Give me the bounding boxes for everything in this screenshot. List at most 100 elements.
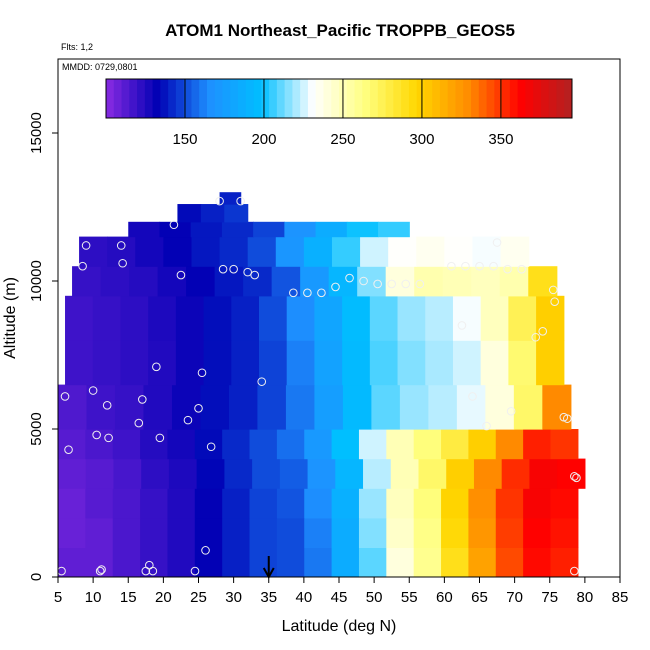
- sample-point: [570, 472, 579, 481]
- heatmap-cell: [92, 340, 122, 386]
- heatmap-cell: [58, 429, 86, 460]
- heatmap-cell: [358, 517, 387, 548]
- heatmap-cell: [222, 547, 251, 577]
- heatmap-cell: [314, 295, 343, 341]
- colorbar-swatch: [509, 79, 519, 118]
- heatmap-cell: [523, 429, 552, 460]
- heatmap-cell: [495, 429, 524, 460]
- x-tick-label: 50: [366, 589, 383, 606]
- heatmap-cell: [58, 384, 88, 430]
- sample-point: [138, 395, 147, 404]
- heatmap-cell: [441, 429, 470, 460]
- sample-point: [134, 418, 144, 428]
- colorbar-swatch: [222, 79, 231, 118]
- colorbar-swatch: [439, 79, 449, 118]
- colorbar-swatch: [113, 79, 123, 118]
- colorbar-swatch: [385, 79, 394, 118]
- x-tick-label: 10: [85, 589, 102, 606]
- heatmap-cell: [200, 204, 225, 223]
- heatmap-cell: [468, 547, 497, 577]
- heatmap-cell: [191, 236, 221, 267]
- heatmap-cell: [253, 221, 285, 238]
- heatmap-cell: [286, 340, 316, 386]
- colorbar-swatch: [152, 79, 161, 118]
- colorbar-swatch: [494, 79, 503, 118]
- heatmap-cell: [513, 384, 543, 430]
- heatmap-cell: [390, 458, 420, 489]
- sample-point: [345, 273, 354, 283]
- heatmap-cell: [495, 488, 524, 519]
- sample-point: [169, 220, 179, 230]
- heatmap-cell: [386, 488, 415, 519]
- heatmap-cell: [231, 340, 260, 386]
- heatmap-cell: [523, 547, 552, 577]
- heatmap-cell: [386, 517, 415, 548]
- heatmap-cell: [523, 488, 552, 519]
- x-tick-label: 85: [612, 589, 629, 606]
- heatmap-cell: [303, 236, 333, 267]
- heatmap-cell: [85, 517, 114, 548]
- heatmap-cell: [167, 429, 196, 460]
- y-tick-label: 5000: [28, 412, 45, 445]
- heatmap-cell: [143, 384, 173, 430]
- heatmap-cell: [257, 384, 287, 430]
- heatmap-cell: [128, 221, 161, 238]
- sample-point: [387, 279, 396, 289]
- sample-point: [447, 261, 456, 271]
- sample-point: [148, 566, 158, 576]
- heatmap-cell: [275, 236, 305, 267]
- heatmap-cell: [258, 295, 288, 341]
- heatmap-cell: [79, 236, 108, 267]
- sample-point: [81, 241, 91, 250]
- heatmap-cell: [314, 384, 344, 430]
- sample-point: [155, 433, 165, 443]
- heatmap-cell: [167, 517, 196, 548]
- heatmap-cell: [413, 517, 442, 548]
- sample-point: [236, 196, 245, 206]
- heatmap-cell: [300, 266, 330, 297]
- colorbar-swatch: [253, 79, 262, 118]
- colorbar-swatch: [160, 79, 169, 118]
- heatmap-cell: [529, 458, 558, 489]
- heatmap-cell: [550, 517, 579, 548]
- colorbar-swatch: [276, 79, 286, 118]
- colorbar-tick-label: 250: [330, 131, 355, 148]
- colorbar-swatch: [323, 79, 332, 118]
- heatmap-cell: [442, 266, 472, 297]
- heatmap-cell: [495, 547, 524, 577]
- colorbar-swatch: [245, 79, 255, 118]
- heatmap-cell: [528, 266, 558, 297]
- sample-point: [401, 279, 411, 289]
- colorbar-swatch: [463, 79, 472, 118]
- colorbar-swatch: [191, 79, 200, 118]
- heatmap-cell: [358, 547, 387, 577]
- colorbar-swatch: [377, 79, 387, 118]
- heatmap-cell: [456, 384, 486, 430]
- chart-title: ATOM1 Northeast_Pacific TROPPB_GEOS5: [165, 21, 515, 40]
- sample-point: [461, 261, 470, 271]
- heatmap-cell: [196, 458, 225, 489]
- sample-point: [152, 362, 161, 372]
- sample-point: [517, 264, 526, 274]
- colorbar-swatch: [502, 79, 511, 118]
- heatmap-cell: [418, 458, 447, 489]
- colorbar-swatch: [540, 79, 550, 118]
- sample-point: [243, 267, 252, 277]
- heatmap-cell: [222, 488, 251, 519]
- heatmap-cell: [315, 221, 348, 238]
- heatmap-cell: [480, 295, 509, 341]
- heatmap-cell: [141, 458, 170, 489]
- colorbar-swatch: [238, 79, 247, 118]
- heatmap-cell: [346, 221, 379, 238]
- heatmap-cell: [342, 295, 371, 341]
- x-axis-label: Latitude (deg N): [282, 618, 397, 635]
- heatmap-cell: [85, 458, 115, 489]
- heatmap-cell: [249, 488, 278, 519]
- sample-point: [95, 566, 105, 576]
- colorbar-swatch: [137, 79, 146, 118]
- heatmap-cell: [222, 429, 251, 460]
- heatmap-cell: [328, 266, 358, 297]
- heatmap-cell: [276, 488, 305, 519]
- colorbar-ticks: 150 200 250 300 350: [172, 79, 513, 148]
- colorbar-swatch: [471, 79, 480, 118]
